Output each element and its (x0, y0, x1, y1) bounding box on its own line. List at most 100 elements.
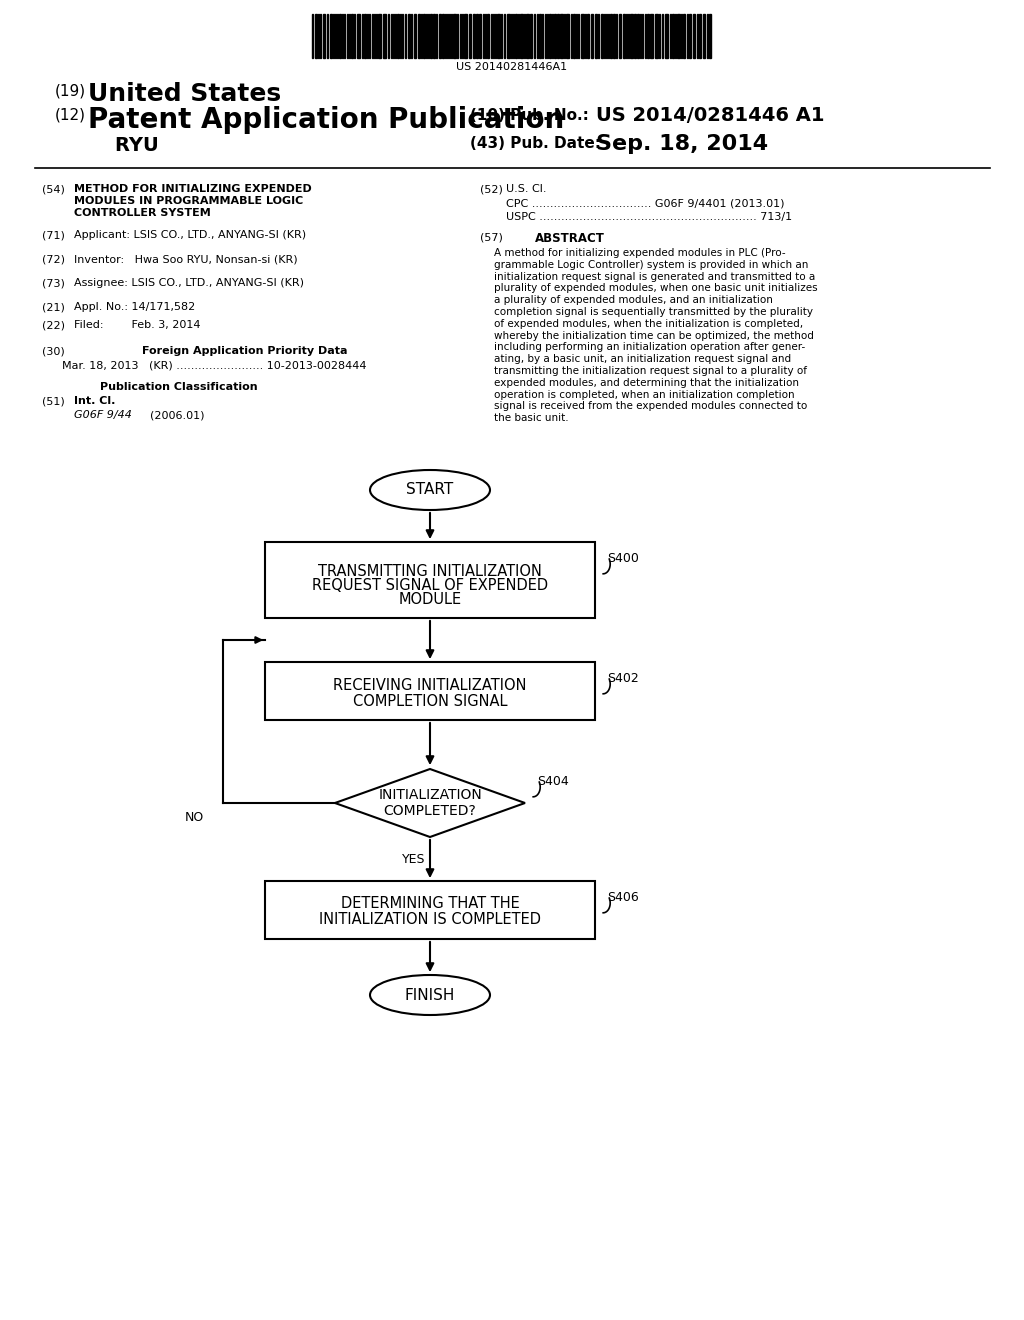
Bar (665, 15, 668, 58)
Text: RECEIVING INITIALIZATION: RECEIVING INITIALIZATION (333, 677, 526, 693)
Text: S406: S406 (607, 891, 639, 904)
Bar (430, 15, 432, 58)
Bar (683, 15, 685, 58)
Bar (655, 15, 658, 58)
Bar (549, 15, 551, 58)
Text: Appl. No.: 14/171,582: Appl. No.: 14/171,582 (74, 302, 196, 312)
Text: S402: S402 (607, 672, 639, 685)
Bar (433, 15, 435, 58)
Text: (57): (57) (480, 232, 503, 242)
Bar (623, 15, 625, 58)
Bar (672, 15, 674, 58)
Polygon shape (335, 770, 525, 837)
Text: United States: United States (88, 82, 282, 106)
Bar (526, 15, 529, 58)
Bar (453, 15, 456, 58)
Bar (383, 15, 386, 58)
Text: (10) Pub. No.:: (10) Pub. No.: (470, 108, 589, 123)
Text: Int. Cl.: Int. Cl. (74, 396, 116, 407)
Text: INITIALIZATION IS COMPLETED: INITIALIZATION IS COMPLETED (319, 912, 541, 928)
Text: Assignee: LSIS CO., LTD., ANYANG-SI (KR): Assignee: LSIS CO., LTD., ANYANG-SI (KR) (74, 279, 304, 288)
Text: (30): (30) (42, 346, 65, 356)
Ellipse shape (370, 470, 490, 510)
Bar (581, 15, 584, 58)
Bar (557, 15, 559, 58)
Bar (595, 15, 597, 58)
Bar (497, 15, 500, 58)
Text: A method for initializing expended modules in PLC (Pro-: A method for initializing expended modul… (494, 248, 785, 257)
Text: US 20140281446A1: US 20140281446A1 (457, 62, 567, 73)
Bar (397, 15, 399, 58)
Bar (677, 15, 680, 58)
Bar (378, 15, 381, 58)
Bar (520, 15, 523, 58)
Text: (43) Pub. Date:: (43) Pub. Date: (470, 136, 601, 150)
Text: MODULE: MODULE (398, 593, 462, 607)
Bar (709, 15, 711, 58)
Bar (330, 15, 332, 58)
Bar (476, 15, 478, 58)
Bar (357, 15, 360, 58)
Bar (339, 15, 341, 58)
Text: (72): (72) (42, 253, 65, 264)
Text: Inventor:   Hwa Soo RYU, Nonsan-si (KR): Inventor: Hwa Soo RYU, Nonsan-si (KR) (74, 253, 298, 264)
Text: Mar. 18, 2013   (KR) ........................ 10-2013-0028444: Mar. 18, 2013 (KR) .....................… (62, 360, 367, 370)
Text: the basic unit.: the basic unit. (494, 413, 568, 424)
Bar (351, 15, 353, 58)
Text: operation is completed, when an initialization completion: operation is completed, when an initiali… (494, 389, 795, 400)
Text: (12): (12) (55, 108, 86, 123)
Bar (364, 15, 366, 58)
Bar (469, 15, 471, 58)
Text: NO: NO (185, 810, 204, 824)
Bar (573, 15, 575, 58)
Text: TRANSMITTING INITIALIZATION: TRANSMITTING INITIALIZATION (318, 565, 542, 579)
Text: START: START (407, 483, 454, 498)
Text: (19): (19) (55, 84, 86, 99)
Bar (265, 543, 595, 618)
Text: Patent Application Publication: Patent Application Publication (88, 106, 564, 135)
Text: Filed:        Feb. 3, 2014: Filed: Feb. 3, 2014 (74, 319, 201, 330)
Bar (610, 15, 612, 58)
Text: (71): (71) (42, 230, 65, 240)
Text: RYU: RYU (88, 136, 159, 154)
Text: initialization request signal is generated and transmitted to a: initialization request signal is generat… (494, 272, 815, 281)
Text: (52): (52) (480, 183, 503, 194)
Text: (22): (22) (42, 319, 65, 330)
Text: S404: S404 (537, 775, 568, 788)
Text: completion signal is sequentially transmitted by the plurality: completion signal is sequentially transm… (494, 308, 813, 317)
Text: grammable Logic Controller) system is provided in which an: grammable Logic Controller) system is pr… (494, 260, 808, 269)
Bar (442, 15, 444, 58)
Bar (554, 15, 556, 58)
Text: (54): (54) (42, 183, 65, 194)
Bar (408, 15, 410, 58)
Text: (51): (51) (42, 396, 65, 407)
Bar (587, 15, 589, 58)
Bar (703, 15, 705, 58)
Text: a plurality of expended modules, and an initialization: a plurality of expended modules, and an … (494, 296, 773, 305)
Bar (560, 15, 563, 58)
Bar (699, 15, 701, 58)
Bar (530, 15, 532, 58)
Bar (601, 15, 603, 58)
Text: US 2014/0281446 A1: US 2014/0281446 A1 (596, 106, 824, 125)
Bar (323, 15, 325, 58)
Text: expended modules, and determining that the initialization: expended modules, and determining that t… (494, 378, 799, 388)
Bar (479, 15, 481, 58)
Text: Applicant: LSIS CO., LTD., ANYANG-SI (KR): Applicant: LSIS CO., LTD., ANYANG-SI (KR… (74, 230, 306, 240)
Bar (634, 15, 636, 58)
Text: CONTROLLER SYSTEM: CONTROLLER SYSTEM (74, 209, 211, 218)
Bar (414, 15, 416, 58)
Bar (630, 15, 633, 58)
Text: INITIALIZATION: INITIALIZATION (378, 788, 482, 803)
Text: transmitting the initialization request signal to a plurality of: transmitting the initialization request … (494, 366, 807, 376)
Bar (423, 15, 425, 58)
Ellipse shape (370, 975, 490, 1015)
Bar (464, 15, 467, 58)
Text: (73): (73) (42, 279, 65, 288)
Text: S400: S400 (607, 552, 639, 565)
Text: MODULES IN PROGRAMMABLE LOGIC: MODULES IN PROGRAMMABLE LOGIC (74, 195, 303, 206)
Text: CPC ................................. G06F 9/4401 (2013.01): CPC ................................. G0… (506, 198, 784, 209)
Text: including performing an initialization operation after gener-: including performing an initialization o… (494, 342, 805, 352)
Bar (515, 15, 517, 58)
Bar (473, 15, 475, 58)
